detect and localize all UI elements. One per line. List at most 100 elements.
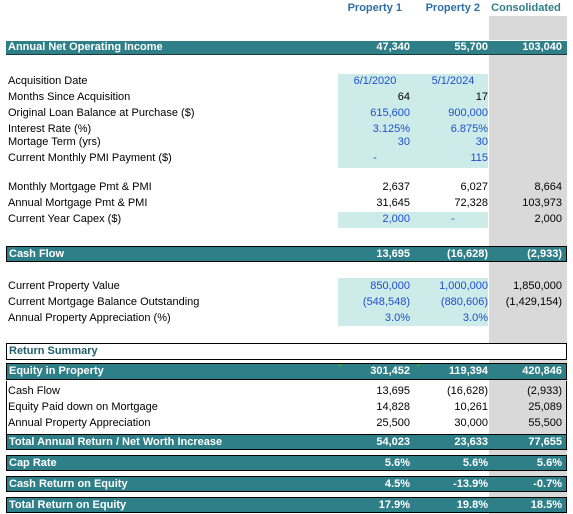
detail-row[interactable]: Current Monthly PMI Payment ($) - 115	[0, 151, 573, 166]
noi-p2[interactable]: 55,700	[454, 41, 488, 53]
detail-row[interactable]: Acquisition Date 6/1/2020 5/1/2024	[0, 74, 573, 89]
detail-p2[interactable]: 115	[470, 152, 488, 164]
value-p1[interactable]: 850,000	[370, 280, 410, 292]
cash-flow-row[interactable]: Cash Flow 13,695 (16,628) (2,933)	[6, 246, 567, 262]
cash-return-row[interactable]: Cash Return on Equity 4.5% -13.9% -0.7%	[6, 476, 567, 492]
payment-consolidated[interactable]: 103,973	[522, 197, 562, 209]
header-property-1[interactable]: Property 1	[347, 2, 402, 14]
return-summary-title-box: Return Summary	[6, 343, 567, 360]
payment-p1[interactable]: 31,645	[376, 197, 410, 209]
cash-return-label: Cash Return on Equity	[9, 478, 128, 490]
return-item-consolidated[interactable]: (2,933)	[527, 385, 562, 397]
return-item-p2[interactable]: 10,261	[454, 401, 488, 413]
total-roe-consolidated[interactable]: 18.5%	[530, 499, 562, 511]
return-item-p1[interactable]: 13,695	[376, 385, 410, 397]
detail-p1[interactable]: 64	[397, 91, 410, 103]
detail-p2[interactable]: 6.875%	[450, 123, 488, 135]
payment-p2[interactable]: 6,027	[460, 181, 488, 193]
cash-return-p1[interactable]: 4.5%	[384, 478, 410, 490]
return-item-p1[interactable]: 14,828	[376, 401, 410, 413]
value-consolidated[interactable]: (1,429,154)	[505, 296, 562, 308]
total-roe-row[interactable]: Total Return on Equity 17.9% 19.8% 18.5%	[6, 497, 567, 513]
payment-label: Current Year Capex ($)	[8, 213, 122, 225]
payment-row[interactable]: Monthly Mortgage Pmt & PMI 2,637 6,027 8…	[0, 180, 573, 195]
total-roe-p2[interactable]: 19.8%	[456, 499, 488, 511]
payment-consolidated[interactable]: 8,664	[534, 181, 562, 193]
return-item-row[interactable]: Equity Paid down on Mortgage 14,828 10,2…	[0, 400, 573, 415]
payment-label: Monthly Mortgage Pmt & PMI	[8, 181, 152, 193]
payment-p2[interactable]: 72,328	[454, 197, 488, 209]
detail-p2[interactable]: 900,000	[448, 107, 488, 119]
noi-p1[interactable]: 47,340	[376, 41, 410, 53]
return-item-p2[interactable]: (16,628)	[447, 385, 488, 397]
cell-flag-icon	[339, 364, 343, 368]
value-p1[interactable]: (548,548)	[362, 296, 410, 308]
value-label: Annual Property Appreciation (%)	[8, 312, 171, 324]
value-p2[interactable]: (880,606)	[440, 296, 488, 308]
detail-label: Interest Rate (%)	[8, 123, 92, 135]
equity-consolidated[interactable]: 420,846	[522, 365, 562, 377]
payment-p2[interactable]: -	[451, 213, 455, 225]
payment-row[interactable]: Current Year Capex ($) 2,000 - 2,000	[0, 212, 573, 227]
noi-consolidated[interactable]: 103,040	[522, 41, 562, 53]
cap-rate-p2[interactable]: 5.6%	[462, 457, 488, 469]
header-property-2[interactable]: Property 2	[425, 2, 480, 14]
detail-p1[interactable]: 3.125%	[372, 123, 410, 135]
cash-return-p2[interactable]: -13.9%	[453, 478, 488, 490]
detail-p1[interactable]: 615,600	[370, 107, 410, 119]
noi-row[interactable]: Annual Net Operating Income 47,340 55,70…	[6, 40, 567, 55]
cap-rate-row[interactable]: Cap Rate 5.6% 5.6% 5.6%	[6, 455, 567, 471]
total-roe-p1[interactable]: 17.9%	[378, 499, 410, 511]
cash-flow-consolidated[interactable]: (2,933)	[527, 248, 562, 260]
payment-p1[interactable]: 2,000	[382, 213, 410, 225]
detail-p2[interactable]: 5/1/2024	[431, 75, 475, 87]
cash-flow-p1[interactable]: 13,695	[376, 248, 410, 260]
return-item-p2[interactable]: 30,000	[454, 417, 488, 429]
payment-consolidated[interactable]: 2,000	[534, 213, 562, 225]
detail-label: Mortage Term (yrs)	[8, 136, 101, 148]
return-item-consolidated[interactable]: 25,089	[528, 401, 562, 413]
equity-row[interactable]: Equity in Property 301,452 119,394 420,8…	[6, 363, 567, 380]
detail-row[interactable]: Mortage Term (yrs) 30 30	[0, 135, 573, 150]
value-p1[interactable]: 3.0%	[384, 312, 410, 324]
detail-label: Current Monthly PMI Payment ($)	[8, 152, 172, 164]
detail-label: Months Since Acquisition	[8, 91, 131, 103]
value-row[interactable]: Current Property Value 850,000 1,000,000…	[0, 279, 573, 294]
value-p2[interactable]: 1,000,000	[439, 280, 488, 292]
detail-p1[interactable]: -	[373, 152, 377, 164]
payment-row[interactable]: Annual Mortgage Pmt & PMI 31,645 72,328 …	[0, 196, 573, 211]
return-item-row[interactable]: Cash Flow 13,695 (16,628) (2,933)	[0, 384, 573, 399]
cell-flag-icon	[417, 364, 421, 368]
detail-p1[interactable]: 6/1/2020	[353, 75, 397, 87]
header-consolidated[interactable]: Consolidated	[491, 2, 561, 14]
value-row[interactable]: Current Mortgage Balance Outstanding (54…	[0, 295, 573, 310]
return-item-consolidated[interactable]: 55,500	[528, 417, 562, 429]
value-row[interactable]: Annual Property Appreciation (%) 3.0% 3.…	[0, 311, 573, 326]
equity-label: Equity in Property	[9, 365, 104, 377]
detail-p2[interactable]: 17	[475, 91, 488, 103]
return-item-p1[interactable]: 25,500	[376, 417, 410, 429]
total-return-p1[interactable]: 54,023	[376, 436, 410, 448]
total-return-p2[interactable]: 23,633	[454, 436, 488, 448]
equity-p2[interactable]: 119,394	[448, 365, 488, 377]
detail-p1[interactable]: 30	[397, 136, 410, 148]
value-consolidated[interactable]: 1,850,000	[513, 280, 562, 292]
value-label: Current Property Value	[8, 280, 120, 292]
return-item-row[interactable]: Annual Property Appreciation 25,500 30,0…	[0, 416, 573, 431]
detail-row[interactable]: Months Since Acquisition 64 17	[0, 90, 573, 105]
equity-p1[interactable]: 301,452	[370, 365, 410, 377]
detail-row[interactable]: Interest Rate (%) 3.125% 6.875%	[0, 122, 573, 137]
cash-flow-p2[interactable]: (16,628)	[447, 248, 488, 260]
total-return-consolidated[interactable]: 77,655	[528, 436, 562, 448]
detail-p2[interactable]: 30	[475, 136, 488, 148]
cash-return-consolidated[interactable]: -0.7%	[533, 478, 562, 490]
total-return-row[interactable]: Total Annual Return / Net Worth Increase…	[6, 434, 567, 450]
cap-rate-consolidated[interactable]: 5.6%	[536, 457, 562, 469]
detail-row[interactable]: Original Loan Balance at Purchase ($) 61…	[0, 106, 573, 121]
total-return-label: Total Annual Return / Net Worth Increase	[9, 436, 223, 448]
cap-rate-p1[interactable]: 5.6%	[384, 457, 410, 469]
detail-label: Acquisition Date	[8, 75, 88, 87]
value-p2[interactable]: 3.0%	[462, 312, 488, 324]
payment-p1[interactable]: 2,637	[382, 181, 410, 193]
total-roe-label: Total Return on Equity	[9, 499, 127, 511]
